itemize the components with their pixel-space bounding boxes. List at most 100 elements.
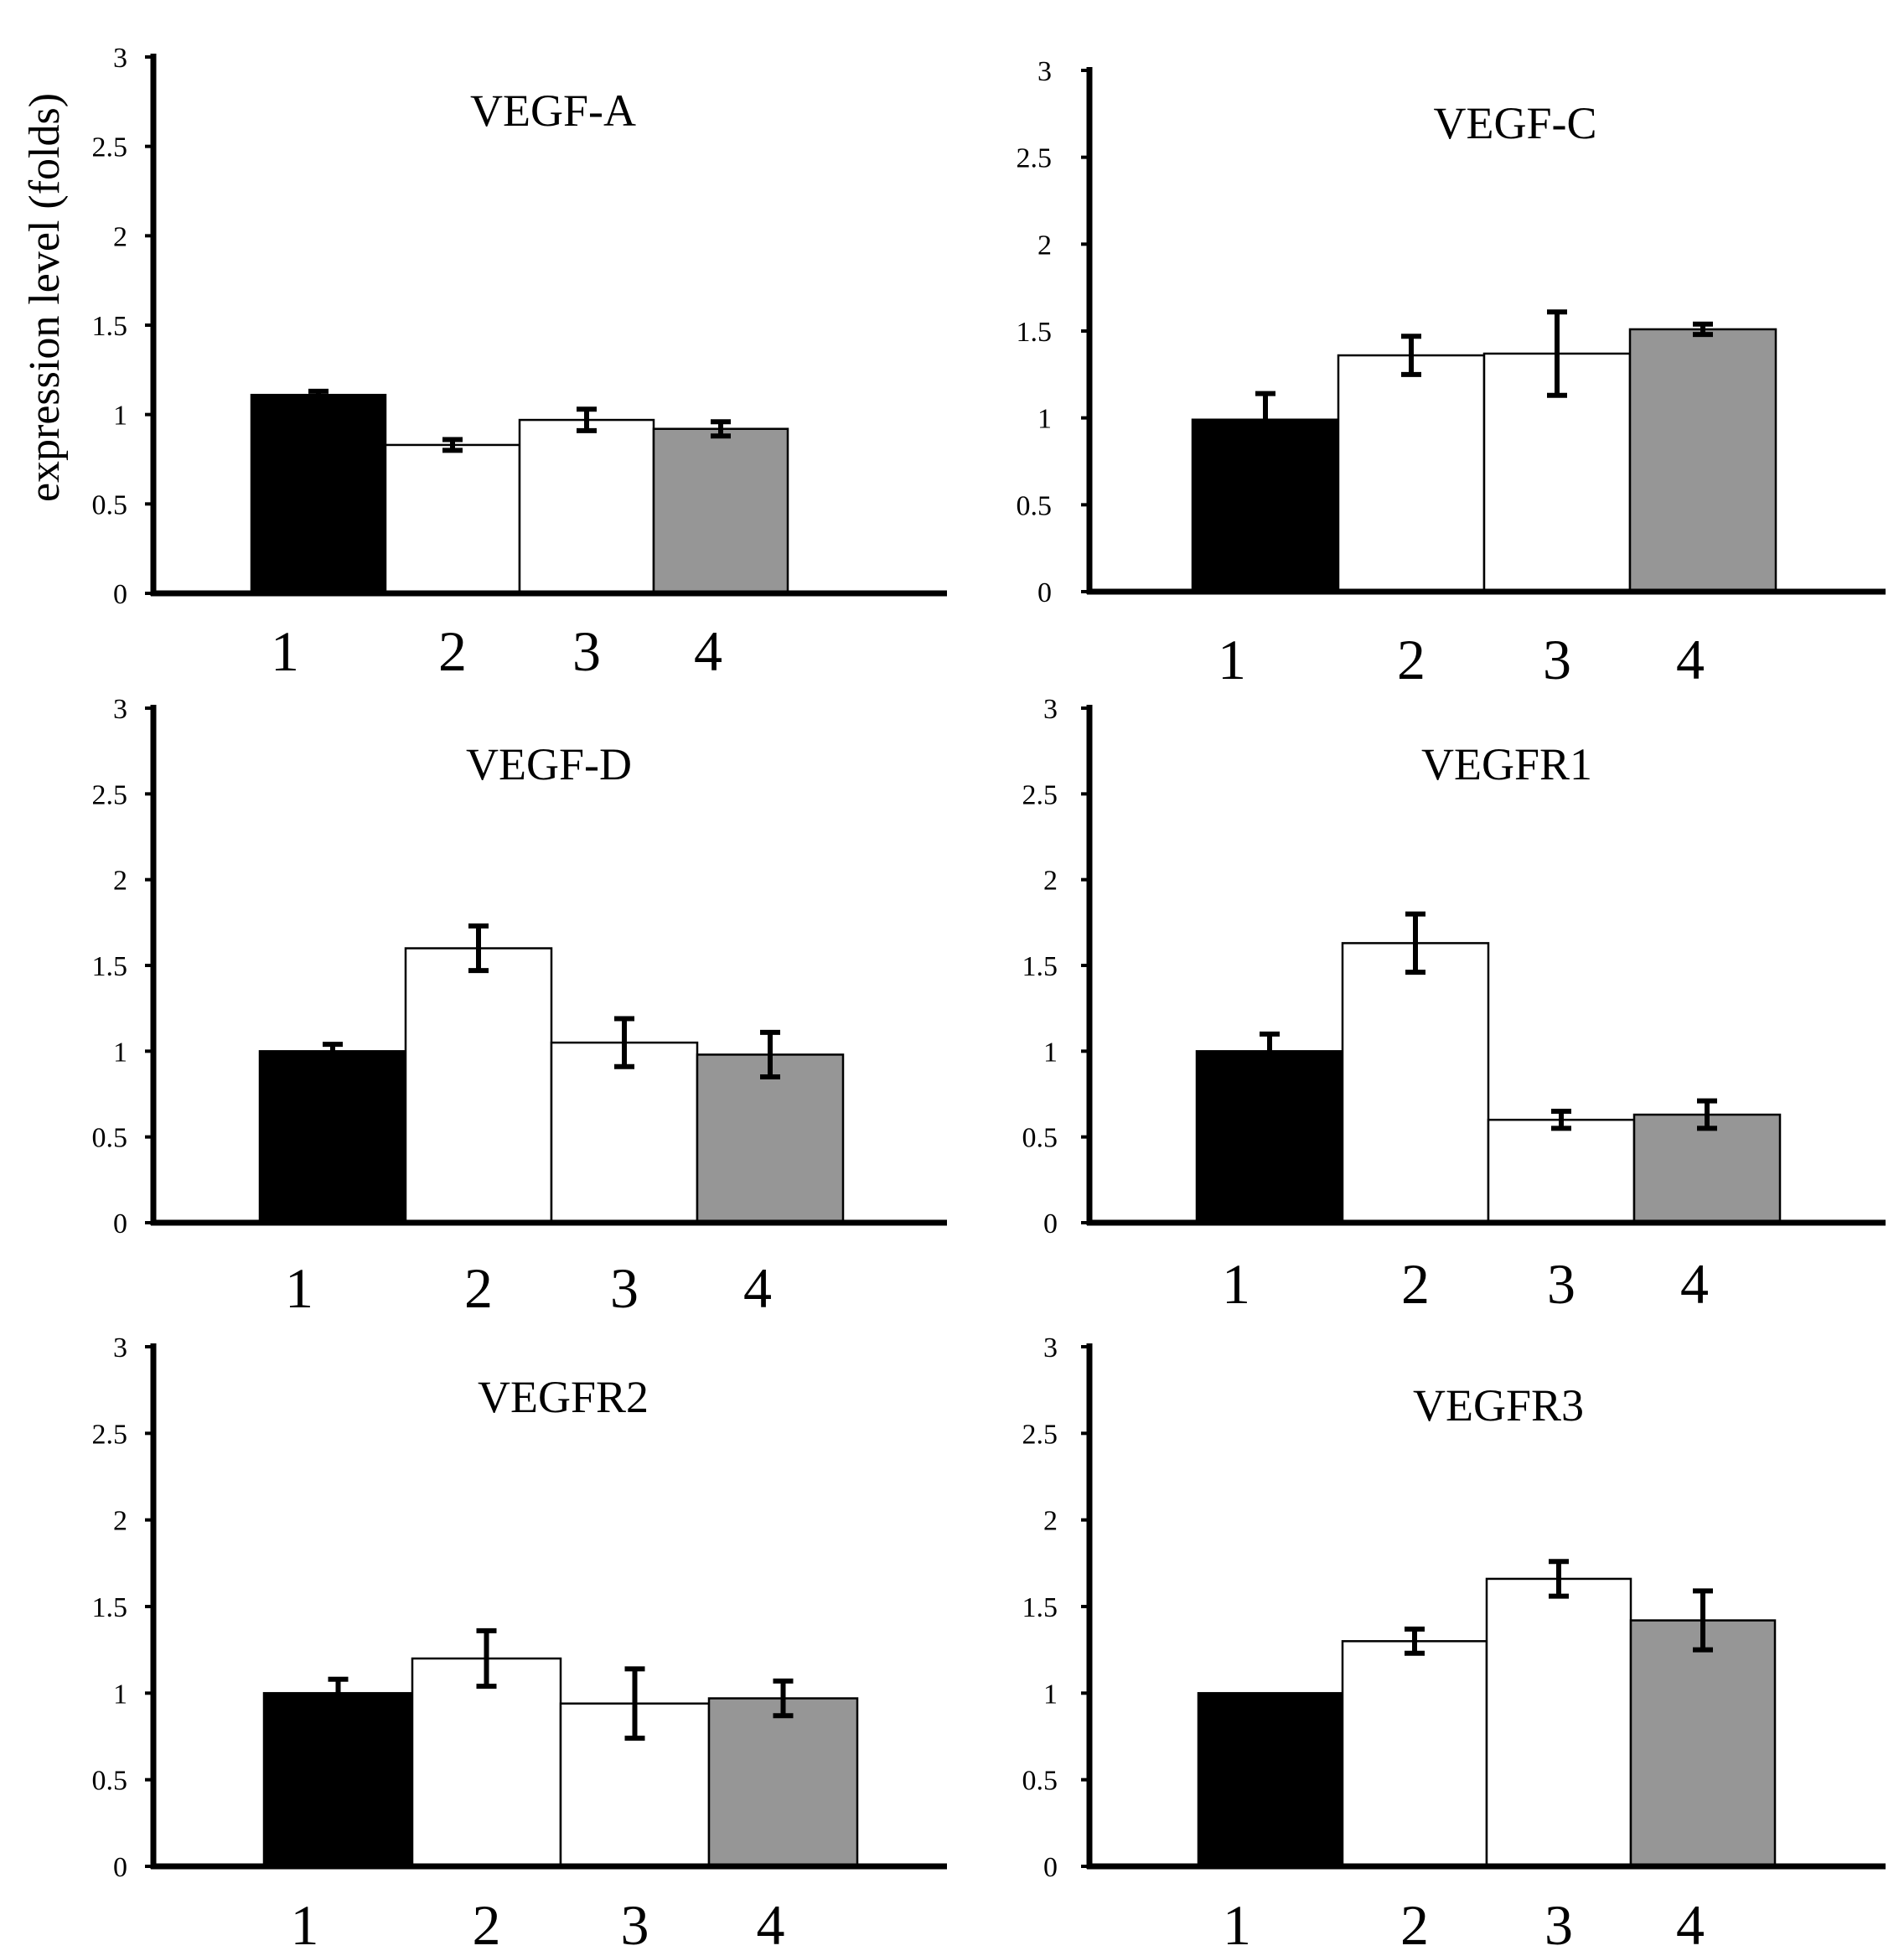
x-tick-label: 4 xyxy=(1676,1893,1705,1956)
y-tick-label: 2.5 xyxy=(92,132,128,163)
error-bar-3 xyxy=(1549,1559,1569,1599)
error-bar-2 xyxy=(442,437,463,453)
y-tick-label: 3 xyxy=(1037,56,1052,87)
x-tick-label: 3 xyxy=(610,1256,639,1320)
error-bar-2 xyxy=(476,1627,497,1690)
chart-title: VEGFR3 xyxy=(1413,1380,1584,1431)
bar-4 xyxy=(1632,1113,1782,1224)
bar-2 xyxy=(404,947,553,1224)
y-tick-label: 0.5 xyxy=(92,1123,128,1154)
chart-panel-5: 0 0.5 1 1.5 2 2.5 3 1 2 3 4 VEGFR2 xyxy=(92,1332,947,1956)
x-tick-label: 1 xyxy=(1222,1252,1250,1316)
error-bar-3 xyxy=(1547,309,1567,398)
x-tick-label: 2 xyxy=(1401,1252,1430,1316)
x-tick-label: 2 xyxy=(464,1256,493,1320)
y-tick-label: 3 xyxy=(1043,694,1058,725)
y-tick-label: 2 xyxy=(113,221,127,252)
y-tick-label: 2 xyxy=(1043,1506,1058,1537)
y-tick-label: 0 xyxy=(1037,577,1052,608)
x-tick-label: 4 xyxy=(1680,1252,1709,1316)
y-tick-label: 0.5 xyxy=(1022,1123,1058,1154)
error-bar-1 xyxy=(323,1042,343,1061)
x-tick-label: 3 xyxy=(1544,1893,1573,1956)
y-tick-label: 3 xyxy=(113,694,127,725)
y-tick-label: 2.5 xyxy=(1022,779,1058,810)
x-tick-label: 2 xyxy=(473,1893,501,1956)
error-bar-4 xyxy=(1693,321,1713,338)
y-tick-label: 0.5 xyxy=(92,489,128,520)
y-tick-label: 0 xyxy=(1043,1852,1058,1883)
y-tick-label: 1.5 xyxy=(1022,1592,1058,1623)
bar-1 xyxy=(258,1050,407,1224)
error-bar-4 xyxy=(760,1029,780,1080)
bar-1 xyxy=(250,393,387,595)
bar-2 xyxy=(1341,1640,1488,1868)
y-tick-label: 1.5 xyxy=(1022,951,1058,982)
error-bar-3 xyxy=(614,1016,634,1069)
error-bar-1 xyxy=(1255,391,1275,448)
bar-3 xyxy=(518,418,655,595)
error-bar-4 xyxy=(711,419,731,439)
y-tick-label: 2 xyxy=(1043,866,1058,897)
error-bar-2 xyxy=(1405,911,1425,975)
y-tick-label: 0.5 xyxy=(1022,1766,1058,1797)
bar-3 xyxy=(550,1041,699,1224)
y-tick-label: 0 xyxy=(113,1208,127,1239)
y-tick-label: 1 xyxy=(113,1037,127,1068)
error-bar-1 xyxy=(328,1676,349,1710)
chart-title: VEGFR1 xyxy=(1421,739,1592,789)
chart-title: VEGFR2 xyxy=(478,1372,649,1422)
x-tick-label: 3 xyxy=(1547,1252,1575,1316)
chart-panel-4: 0 0.5 1 1.5 2 2.5 3 1 2 3 4 VEGFR1 xyxy=(1022,694,1886,1316)
y-axis-label: expression level (folds) xyxy=(21,93,69,502)
y-tick-label: 1.5 xyxy=(1017,317,1053,348)
error-bar-2 xyxy=(1401,334,1421,377)
chart-panel-2: 0 0.5 1 1.5 2 2.5 3 1 2 3 4 VEGF-C xyxy=(1017,56,1886,691)
bar-2 xyxy=(1341,942,1490,1224)
x-tick-label: 1 xyxy=(1223,1893,1251,1956)
y-tick-label: 1.5 xyxy=(92,311,128,342)
bar-1 xyxy=(1195,1050,1344,1224)
y-tick-label: 0.5 xyxy=(1017,490,1053,521)
bar-2 xyxy=(411,1657,562,1868)
bar-4 xyxy=(696,1053,845,1224)
y-tick-label: 2.5 xyxy=(92,1419,128,1450)
error-bar-4 xyxy=(1697,1098,1717,1131)
y-tick-label: 1.5 xyxy=(92,951,128,982)
chart-title: VEGF-D xyxy=(466,739,632,789)
bar-4 xyxy=(1628,328,1777,593)
error-bar-3 xyxy=(1551,1108,1571,1131)
x-tick-label: 1 xyxy=(291,1893,319,1956)
y-tick-label: 1 xyxy=(113,401,127,432)
chart-panel-1: 0 0.5 1 1.5 2 2.5 3 1 2 3 4 VEGF-A xyxy=(92,43,947,683)
bar-3 xyxy=(1485,1577,1632,1868)
y-tick-label: 0 xyxy=(113,579,127,610)
error-bar-1 xyxy=(308,388,329,401)
y-tick-label: 0 xyxy=(113,1852,127,1883)
y-tick-label: 1.5 xyxy=(92,1592,128,1623)
error-bar-2 xyxy=(468,923,489,974)
y-tick-label: 2 xyxy=(113,1506,127,1537)
x-tick-label: 2 xyxy=(438,619,467,683)
bar-1 xyxy=(262,1692,414,1868)
x-tick-label: 2 xyxy=(1400,1893,1429,1956)
x-tick-label: 3 xyxy=(1543,628,1571,691)
y-tick-label: 2 xyxy=(1037,230,1052,261)
bar-4 xyxy=(1629,1619,1777,1868)
y-tick-label: 2.5 xyxy=(92,779,128,810)
x-tick-label: 4 xyxy=(1676,628,1705,691)
y-tick-label: 2 xyxy=(113,866,127,897)
y-tick-label: 3 xyxy=(113,43,127,74)
y-tick-label: 1 xyxy=(1043,1037,1058,1068)
x-tick-label: 4 xyxy=(694,619,722,683)
y-tick-label: 2.5 xyxy=(1022,1419,1058,1450)
error-bar-3 xyxy=(624,1666,645,1741)
x-tick-label: 1 xyxy=(285,1256,313,1320)
bar-4 xyxy=(707,1697,859,1868)
x-tick-label: 3 xyxy=(572,619,601,683)
bar-2 xyxy=(1337,354,1486,593)
x-tick-label: 1 xyxy=(271,619,299,683)
y-tick-label: 1 xyxy=(1043,1679,1058,1710)
x-tick-label: 4 xyxy=(757,1893,785,1956)
